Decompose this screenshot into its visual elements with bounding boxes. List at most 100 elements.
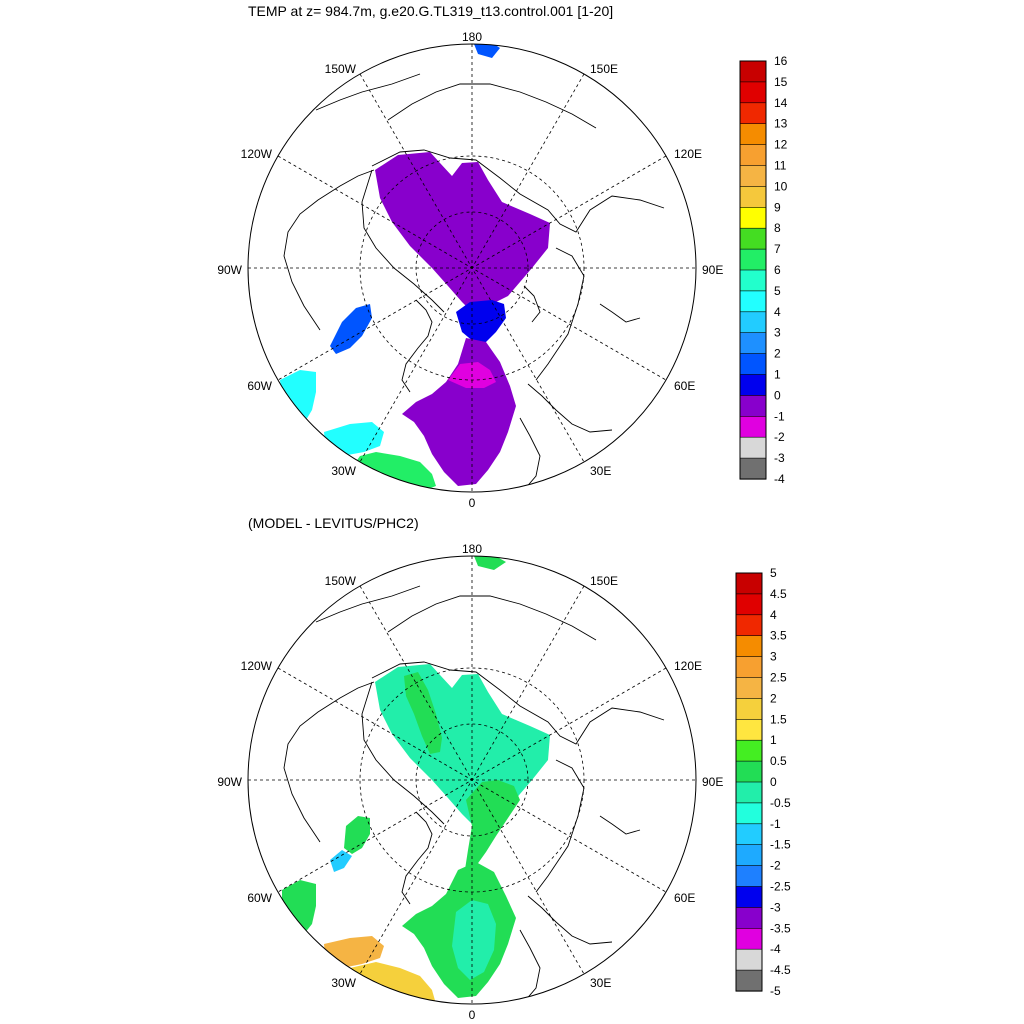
colorbar-tick-label: 10 <box>774 179 788 193</box>
region-bering-strait <box>474 556 506 570</box>
colorbar-swatch <box>735 593 763 616</box>
lon-label-150w: 150W <box>325 574 357 588</box>
colorbar-swatch <box>739 353 767 376</box>
colorbar-swatch <box>735 614 763 637</box>
colorbar-tick-label: 0.5 <box>770 754 787 768</box>
colorbar-tick-label: -2.5 <box>770 880 791 894</box>
coastlines-anomaly <box>283 585 665 1003</box>
region-lomonosov-ridge <box>404 672 442 754</box>
colorbar-frame <box>735 572 763 992</box>
lon-label-30e: 30E <box>590 464 611 478</box>
lon-label-60e: 60E <box>674 891 695 905</box>
colorbar-tick-label: 3 <box>770 650 777 664</box>
lon-label-90w: 90W <box>217 263 242 277</box>
colorbar-swatch <box>735 572 763 595</box>
colorbar-swatch <box>739 248 767 271</box>
colorbar-tick-label: -2 <box>774 430 785 444</box>
colorbar-swatch <box>739 332 767 355</box>
lon-label-30w: 30W <box>331 976 356 990</box>
panel-anomaly: (MODEL - LEVITUS/PHC2) <box>217 515 791 1022</box>
region-transpolar-strait <box>456 300 506 342</box>
colorbar-tick-label: -4 <box>770 942 781 956</box>
colorbar-tick-label: 3 <box>774 326 781 340</box>
colorbar-swatch <box>739 269 767 292</box>
graticule-temperature <box>248 44 696 492</box>
region-irminger-basin <box>324 422 384 456</box>
region-north-atlantic <box>350 452 436 492</box>
colorbar-tick-label: 1.5 <box>770 712 787 726</box>
colorbar-swatch <box>739 102 767 125</box>
lon-label-150w: 150W <box>325 62 357 76</box>
colorbar-tick-label: 16 <box>774 54 788 68</box>
lon-label-top: 180 <box>462 542 482 556</box>
colorbar-swatch <box>739 81 767 104</box>
colorbar-swatch <box>735 802 763 825</box>
colorbar-swatch <box>735 698 763 720</box>
region-transpolar-green <box>462 780 520 902</box>
colorbar-swatch <box>739 60 767 83</box>
colorbar-tick-label: 2 <box>774 347 781 361</box>
colorbar-tick-label: 3.5 <box>770 629 787 643</box>
colorbar-tick-label: 5 <box>774 284 781 298</box>
colorbar-swatch <box>739 374 767 397</box>
colorbar-swatch <box>735 739 763 762</box>
lon-label-120w: 120W <box>241 659 273 673</box>
lon-label-30e: 30E <box>590 976 611 990</box>
graticule-anomaly <box>248 556 696 1004</box>
colorbar-swatch <box>735 969 763 992</box>
colorbar-tick-label: 11 <box>774 159 787 173</box>
colorbar-tick-label: 6 <box>774 263 781 277</box>
colorbar-swatch <box>735 907 763 929</box>
colorbar-tick-label: 1 <box>770 733 777 747</box>
colorbar-swatch <box>735 844 763 867</box>
colorbar-tick-label: -0.5 <box>770 796 791 810</box>
coastlines <box>283 73 665 491</box>
colorbar-swatch <box>735 635 763 658</box>
colorbar-tick-label: 0 <box>774 388 781 402</box>
region-arctic-basin <box>375 152 550 314</box>
colorbar-tick-label: -1 <box>774 409 785 423</box>
colorbar-tick-label: 5 <box>770 566 777 580</box>
colorbar-tick-label: -3 <box>770 900 781 914</box>
colorbar-tick-label: 8 <box>774 221 781 235</box>
lon-label-60w: 60W <box>247 379 272 393</box>
lon-label-bottom: 0 <box>469 1008 476 1022</box>
lon-label-150e: 150E <box>590 62 618 76</box>
lon-label-60e: 60E <box>674 379 695 393</box>
lon-label-bottom: 0 <box>469 496 476 510</box>
colorbar-tick-label: 15 <box>774 75 788 89</box>
colorbar-tick-label: -5 <box>770 984 781 998</box>
lon-label-60w: 60W <box>247 891 272 905</box>
lon-label-120e: 120E <box>674 147 702 161</box>
lon-label-90e: 90E <box>702 775 723 789</box>
lon-label-150e: 150E <box>590 574 618 588</box>
colorbar-tick-label: 2.5 <box>770 671 787 685</box>
colorbar-swatch <box>739 311 767 334</box>
colorbar-swatch <box>739 415 767 438</box>
colorbar-tick-label: 9 <box>774 200 781 214</box>
colorbar-swatch <box>735 948 763 971</box>
colorbar-swatch <box>739 123 767 146</box>
colorbar-tick-label: 14 <box>774 96 788 110</box>
colorbar-swatch <box>739 144 767 167</box>
panel-temperature: TEMP at z= 984.7m, g.e20.G.TL319_t13.con… <box>217 3 787 510</box>
colorbar-swatch <box>739 395 767 417</box>
colorbar-tick-label: -4.5 <box>770 963 791 977</box>
colorbar-tick-label: -2 <box>770 859 781 873</box>
lon-label-top: 180 <box>462 30 482 44</box>
colorbar-tick-label: 13 <box>774 117 788 131</box>
colorbar-swatch <box>735 823 763 846</box>
lon-label-90w: 90W <box>217 775 242 789</box>
colorbar-tick-label: 0 <box>770 775 777 789</box>
colorbar-swatch <box>735 760 763 783</box>
colorbar-tick-label: -4 <box>774 472 785 486</box>
colorbar-tick-label: -3 <box>774 451 785 465</box>
lon-label-120e: 120E <box>674 659 702 673</box>
region-baffin-cyan <box>330 850 352 872</box>
colorbar-tick-label: 12 <box>774 138 788 152</box>
lon-labels-temperature: 180 0 150W 120W 90W 60W 30W 150E 120E 90… <box>217 30 723 510</box>
colorbar-swatch <box>735 781 763 804</box>
colorbar-tick-label: -1.5 <box>770 838 791 852</box>
